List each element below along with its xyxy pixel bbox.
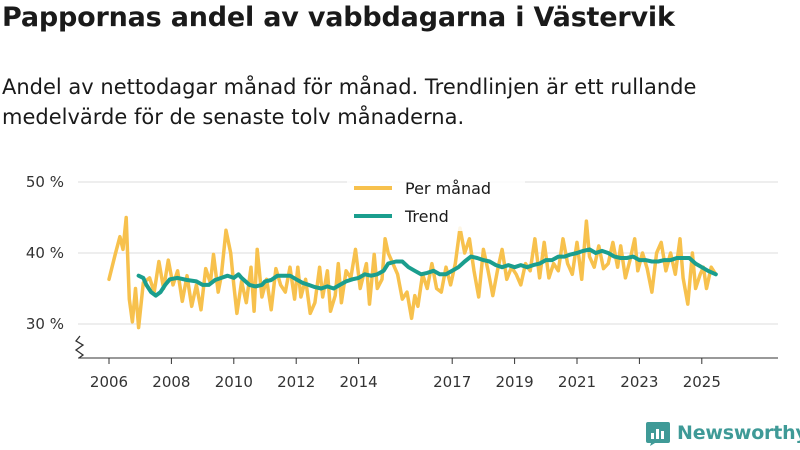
x-tick-label: 2017 (433, 373, 471, 391)
x-tick-label: 2006 (90, 373, 128, 391)
x-tick-label: 2008 (152, 373, 190, 391)
series-group (107, 215, 718, 330)
y-tick-label: 40 % (26, 244, 64, 262)
y-axis-ticks: 30 % 40 % 50 % (26, 173, 64, 333)
x-tick-label: 2025 (683, 373, 721, 391)
x-tick-label: 2021 (558, 373, 596, 391)
legend-background (347, 173, 525, 231)
axis-break-icon (74, 335, 85, 359)
y-tick-label: 30 % (26, 315, 64, 333)
x-axis (74, 335, 778, 359)
chart-subtitle: Andel av nettodagar månad för månad. Tre… (2, 75, 697, 129)
x-tick-label: 2023 (620, 373, 658, 391)
x-tick-label: 2010 (215, 373, 253, 391)
y-tick-label: 50 % (26, 173, 64, 191)
legend-label-trend: Trend (404, 207, 449, 226)
newsworthy-logo-icon (646, 422, 670, 446)
brand-name: Newsworthy (677, 422, 800, 444)
legend: Per månad Trend (347, 173, 525, 231)
series-line-per-manad (107, 215, 718, 330)
brand-logo: Newsworthy (645, 420, 800, 446)
x-axis-ticks: 2006 2008 2010 2012 2014 2017 2019 2021 2023 2025 (90, 358, 721, 391)
chart-title: Pappornas andel av vabbdagarna i Västerv… (2, 2, 675, 33)
legend-label-monthly: Per månad (405, 179, 491, 198)
x-tick-label: 2019 (496, 373, 534, 391)
series-line-trend (136, 247, 718, 298)
x-tick-label: 2012 (277, 373, 315, 391)
x-tick-label: 2014 (340, 373, 378, 391)
